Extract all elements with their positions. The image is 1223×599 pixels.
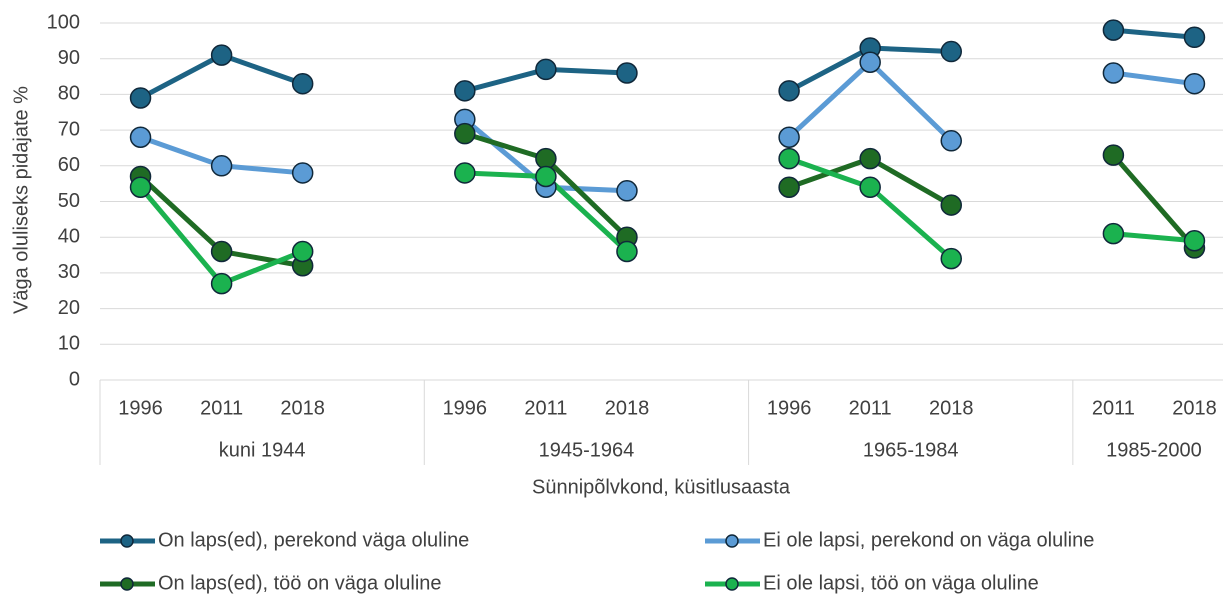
marker bbox=[1102, 19, 1125, 41]
x-tick-label: 2011 bbox=[524, 397, 567, 419]
y-tick-label: 30 bbox=[58, 261, 80, 283]
y-tick-label: 50 bbox=[58, 190, 80, 212]
legend-marker bbox=[725, 534, 739, 548]
group-label: 1945-1964 bbox=[539, 439, 635, 461]
marker bbox=[210, 155, 233, 177]
marker bbox=[778, 126, 800, 148]
y-tick-label: 90 bbox=[58, 47, 80, 69]
group-label: 1985-2000 bbox=[1106, 439, 1202, 461]
marker bbox=[1183, 26, 1206, 49]
marker bbox=[129, 87, 152, 109]
x-tick-label: 1996 bbox=[118, 397, 163, 419]
marker bbox=[1183, 230, 1206, 252]
marker bbox=[940, 194, 962, 216]
marker bbox=[1102, 222, 1125, 245]
marker bbox=[210, 44, 233, 66]
marker bbox=[940, 247, 962, 270]
marker bbox=[535, 165, 557, 188]
legend-label: On laps(ed), töö on väga oluline bbox=[158, 572, 442, 594]
legend-marker bbox=[120, 534, 134, 548]
marker bbox=[454, 162, 476, 184]
marker bbox=[210, 272, 233, 295]
marker bbox=[616, 180, 638, 202]
y-tick-label: 10 bbox=[58, 333, 80, 355]
marker bbox=[1102, 144, 1125, 166]
marker bbox=[778, 147, 800, 170]
legend-marker bbox=[120, 577, 134, 591]
y-axis-title: Väga oluliseks pidajate % bbox=[10, 86, 32, 314]
marker bbox=[454, 80, 476, 102]
x-axis-title: Sünnipõlvkond, küsitlusaasta bbox=[532, 476, 791, 498]
x-tick-label: 2018 bbox=[280, 397, 325, 419]
x-tick-label: 2018 bbox=[929, 397, 974, 419]
marker bbox=[129, 126, 152, 148]
marker bbox=[291, 240, 314, 263]
marker bbox=[940, 40, 962, 63]
marker bbox=[778, 80, 800, 102]
x-tick-label: 1996 bbox=[767, 397, 812, 419]
y-tick-label: 40 bbox=[58, 225, 80, 247]
legend-label: Ei ole lapsi, töö on väga oluline bbox=[763, 572, 1039, 594]
x-tick-label: 2011 bbox=[1092, 397, 1135, 419]
legend-marker bbox=[725, 577, 739, 591]
marker bbox=[859, 176, 881, 198]
marker bbox=[454, 122, 476, 145]
y-tick-label: 80 bbox=[58, 83, 80, 105]
marker bbox=[616, 62, 638, 84]
x-tick-label: 2018 bbox=[605, 397, 650, 419]
marker bbox=[1102, 62, 1125, 84]
y-tick-label: 70 bbox=[58, 118, 80, 140]
marker bbox=[859, 147, 881, 170]
y-tick-label: 20 bbox=[58, 297, 80, 319]
marker bbox=[291, 72, 314, 95]
marker bbox=[859, 51, 881, 74]
marker bbox=[535, 147, 557, 170]
y-tick-label: 60 bbox=[58, 154, 80, 176]
x-tick-label: 2018 bbox=[1172, 397, 1217, 419]
legend-label: On laps(ed), perekond väga oluline bbox=[158, 529, 469, 551]
group-label: 1965-1984 bbox=[863, 439, 959, 461]
marker bbox=[210, 240, 233, 263]
group-label: kuni 1944 bbox=[219, 439, 306, 461]
x-tick-label: 2011 bbox=[200, 397, 243, 419]
marker bbox=[778, 176, 800, 198]
marker bbox=[1183, 72, 1206, 95]
y-tick-label: 0 bbox=[69, 368, 80, 390]
legend-label: Ei ole lapsi, perekond on väga oluline bbox=[763, 529, 1094, 551]
marker bbox=[291, 162, 314, 184]
y-tick-label: 100 bbox=[47, 11, 80, 33]
marker bbox=[616, 240, 638, 263]
marker bbox=[129, 176, 152, 198]
marker bbox=[940, 130, 962, 152]
x-tick-label: 1996 bbox=[443, 397, 488, 419]
x-tick-label: 2011 bbox=[849, 397, 892, 419]
marker bbox=[535, 58, 557, 81]
